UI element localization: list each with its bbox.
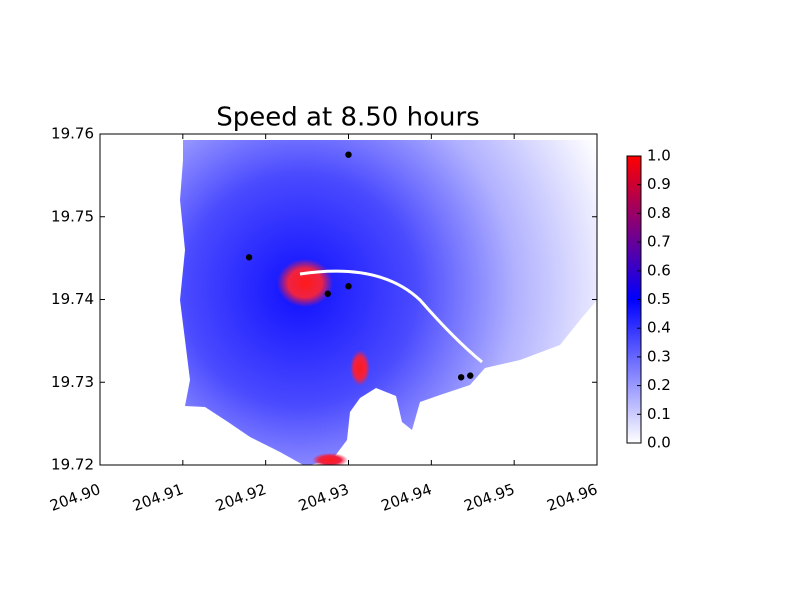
x-tick-label: 204.93 — [296, 480, 351, 515]
colorbar-tick-label: 0.5 — [647, 290, 671, 308]
y-tick-label: 19.75 — [51, 207, 94, 225]
colorbar-tick-label: 0.0 — [647, 434, 671, 452]
x-tick-label: 204.92 — [213, 480, 268, 515]
y-tick-label: 19.74 — [51, 290, 94, 308]
gauge-point — [345, 283, 352, 290]
y-tick-label: 19.73 — [51, 373, 94, 391]
colorbar-tick-label: 1.0 — [647, 147, 671, 165]
speed-field — [180, 140, 597, 465]
chart-title: Speed at 8.50 hours — [216, 103, 479, 133]
colorbar-tick-label: 0.7 — [647, 233, 671, 251]
gauge-point — [467, 372, 474, 379]
colorbar-tick-label: 0.1 — [647, 405, 671, 423]
colorbar-tick-label: 0.3 — [647, 347, 671, 365]
x-tick-label: 204.95 — [462, 480, 517, 515]
x-tick-label: 204.91 — [130, 480, 185, 515]
colorbar-tick-label: 0.4 — [647, 319, 671, 337]
colorbar-tick-label: 0.8 — [647, 204, 671, 222]
colorbar-tick-label: 0.6 — [647, 261, 671, 279]
gauge-point — [245, 254, 253, 261]
x-tick-label: 204.96 — [544, 480, 599, 515]
gauge-point — [324, 290, 331, 297]
gauge-point — [345, 151, 352, 158]
x-tick-label: 204.94 — [379, 480, 434, 515]
y-tick-label: 19.76 — [51, 125, 94, 143]
colorbar-tick-label: 0.2 — [647, 376, 671, 394]
gauge-point — [457, 374, 465, 381]
y-tick-label: 19.72 — [51, 456, 94, 474]
x-tick-label: 204.90 — [47, 480, 102, 515]
colorbar-tick-label: 0.9 — [647, 175, 671, 193]
